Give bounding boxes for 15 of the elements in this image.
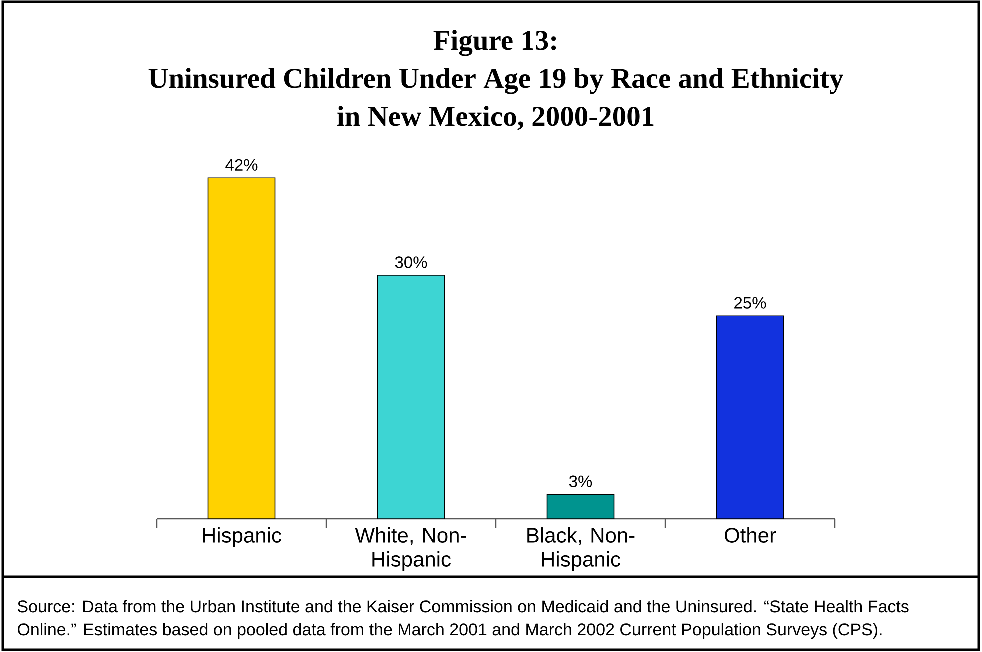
x-tick-label: Other	[724, 528, 776, 543]
data-label: 3%	[569, 476, 592, 488]
x-tick-label: Black, Non-Hispanic	[528, 528, 635, 572]
bar	[716, 316, 784, 520]
data-label: 30%	[395, 256, 428, 268]
chart-subtitle: Uninsured Children Under Age 19 by Race and Ethnicity in New Mexico, 2000-2001	[148, 68, 844, 130]
bar	[208, 178, 276, 520]
source-note: Source: Data from the Urban Institute and the Kaiser Commission on Medicaid and the Uninsured. “State Health Facts Online.” Estimates based on pooled data from the March 2001 and March 2002 Current Population Surveys (CPS).	[18, 600, 909, 640]
x-tick-label: White, Non-Hispanic	[355, 528, 466, 572]
data-label: 25%	[734, 297, 766, 309]
bar	[546, 494, 615, 520]
data-label: 42%	[226, 159, 258, 171]
x-tick-label: Hispanic	[203, 528, 282, 548]
chart-title: Figure 13:	[434, 30, 556, 56]
bar	[377, 275, 446, 520]
